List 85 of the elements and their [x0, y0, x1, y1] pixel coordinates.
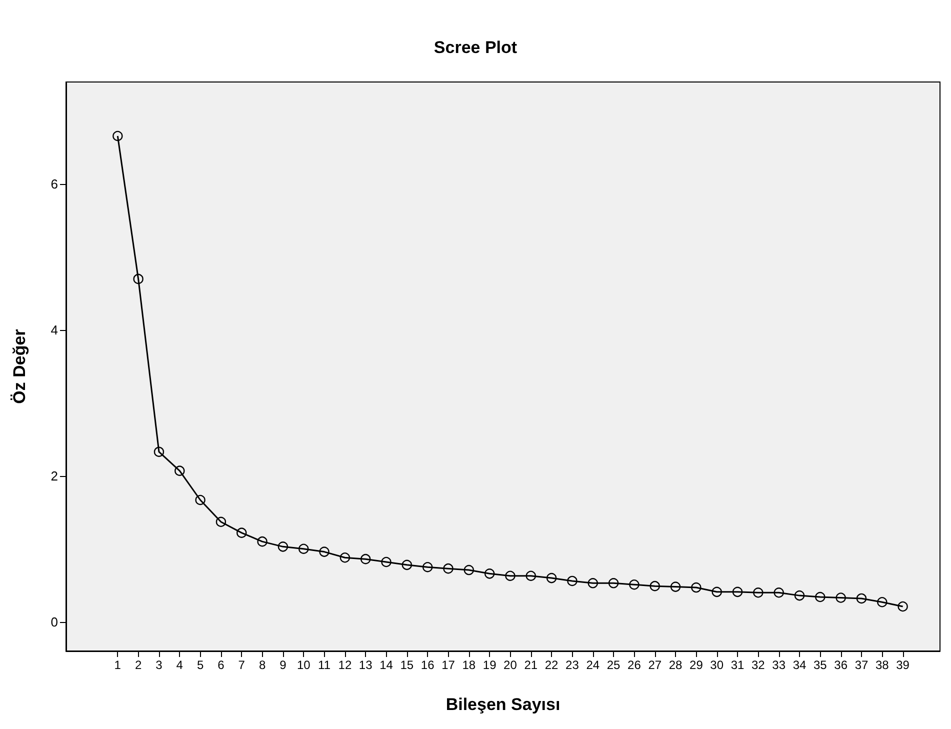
- point: [650, 580, 660, 592]
- point: [381, 556, 392, 568]
- x-tick-label: 1: [114, 658, 122, 672]
- point: [340, 552, 350, 563]
- x-tick-label: 24: [586, 658, 600, 672]
- point: [154, 446, 164, 457]
- point: [257, 536, 268, 547]
- x-tick-label: 4: [176, 658, 184, 672]
- x-tick-label: 32: [751, 658, 766, 672]
- point: [402, 560, 412, 570]
- x-tick-label: 12: [338, 658, 352, 672]
- point: [732, 586, 743, 598]
- x-tick-label: 9: [280, 658, 287, 672]
- point: [877, 597, 888, 608]
- x-tick-label: 25: [606, 658, 621, 672]
- x-tick-label: 35: [813, 658, 828, 672]
- point: [443, 563, 454, 574]
- x-tick-label: 36: [834, 658, 848, 672]
- point: [484, 568, 495, 579]
- point: [836, 592, 846, 603]
- point: [464, 564, 474, 576]
- y-tick-label: 0: [50, 614, 58, 630]
- point: [629, 580, 640, 590]
- x-tick-label: 15: [400, 658, 414, 672]
- x-tick-label: 8: [258, 658, 266, 672]
- point: [174, 466, 185, 476]
- x-tick-label: 17: [442, 658, 456, 672]
- point: [236, 528, 247, 538]
- point: [898, 601, 908, 612]
- point: [567, 576, 578, 586]
- x-tick-label: 19: [482, 658, 497, 672]
- x-tick-label: 27: [648, 658, 662, 672]
- point: [753, 588, 764, 598]
- point: [360, 554, 371, 564]
- x-tick-label: 29: [690, 658, 704, 672]
- x-tick-label: 3: [156, 658, 163, 672]
- point: [856, 593, 867, 604]
- x-tick-label: 30: [710, 658, 724, 672]
- x-tick-label: 23: [566, 658, 580, 672]
- x-tick-label: 22: [544, 658, 559, 672]
- point: [195, 494, 206, 506]
- y-tick-label: 4: [50, 322, 58, 338]
- x-tick-label: 2: [134, 658, 142, 672]
- x-tick-label: 33: [772, 658, 786, 672]
- point: [588, 578, 598, 588]
- x-tick-label: 14: [380, 658, 394, 672]
- x-tick-label: 28: [668, 658, 683, 672]
- x-tick-label: 21: [524, 658, 538, 672]
- point: [608, 578, 619, 588]
- y-axis-title: Öz Değer: [10, 328, 29, 404]
- point: [712, 586, 722, 598]
- point: [670, 582, 681, 592]
- point: [298, 544, 309, 554]
- x-tick-label: 10: [296, 658, 311, 672]
- y-tick-label: 2: [50, 468, 58, 484]
- x-tick-label: 18: [462, 658, 476, 672]
- x-tick-label: 5: [196, 658, 204, 672]
- x-tick-label: 26: [628, 658, 642, 672]
- x-axis-title: Bileşen Sayısı: [446, 695, 560, 714]
- point: [133, 274, 144, 284]
- x-tick-label: 20: [504, 658, 518, 672]
- y-tick-label: 6: [50, 176, 58, 192]
- point: [691, 582, 702, 593]
- point: [505, 570, 516, 581]
- x-tick-label: 37: [854, 658, 868, 672]
- x-tick-label: 6: [218, 658, 225, 672]
- point: [319, 546, 330, 557]
- x-tick-label: 31: [730, 658, 745, 672]
- x-tick-label: 34: [792, 658, 806, 672]
- point: [112, 130, 123, 142]
- point: [774, 588, 784, 598]
- x-tick-label: 16: [420, 658, 435, 672]
- point: [526, 570, 536, 581]
- chart-title: Scree Plot: [434, 38, 518, 57]
- x-tick-label: 13: [358, 658, 373, 672]
- x-tick-label: 38: [875, 658, 890, 672]
- point: [815, 592, 826, 602]
- x-tick-label: 7: [238, 658, 246, 672]
- point: [216, 516, 226, 527]
- point: [794, 590, 805, 601]
- point: [422, 562, 433, 572]
- x-tick-label: 11: [318, 658, 331, 672]
- point: [278, 542, 288, 552]
- x-tick-label: 39: [896, 658, 910, 672]
- point: [546, 572, 557, 584]
